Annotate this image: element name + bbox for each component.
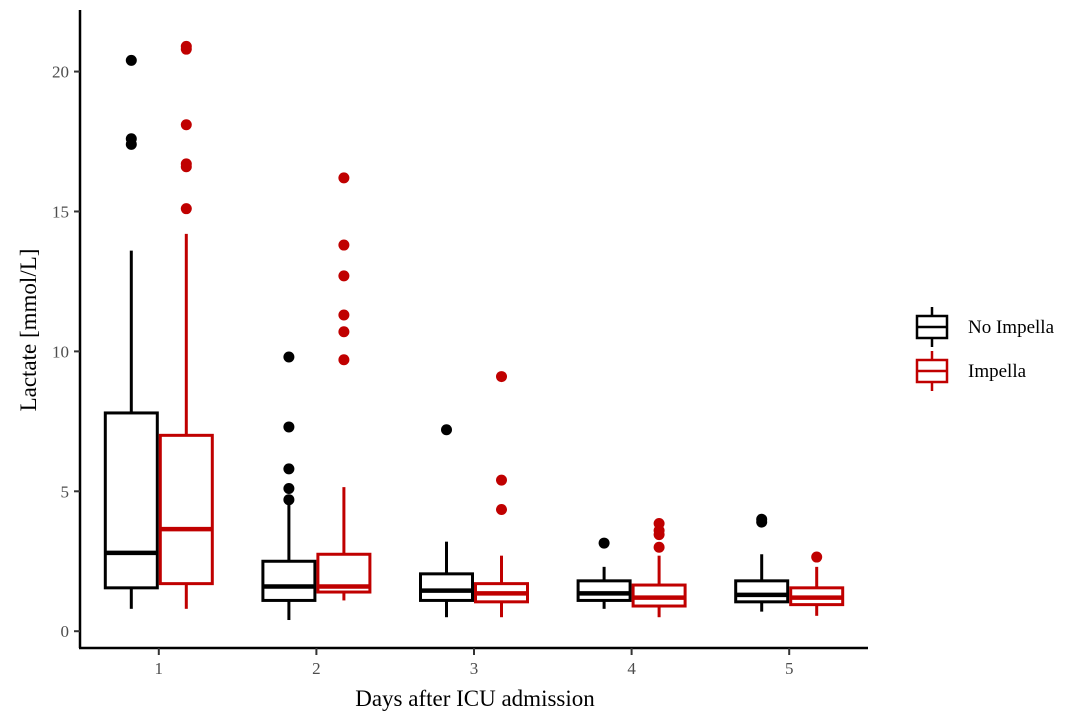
outlier-point (653, 517, 665, 529)
outlier-point (441, 424, 452, 436)
x-axis-title: Days after ICU admission (355, 686, 595, 711)
box-group-impella (158, 40, 214, 609)
outlier-point (180, 119, 192, 131)
x-tick-label: 4 (627, 659, 636, 678)
outlier-point (180, 40, 192, 52)
outlier-point (496, 503, 507, 515)
outlier-point (653, 541, 665, 553)
y-axis-ticks: 0 5 10 15 20 (52, 63, 80, 641)
box-iqr (419, 572, 474, 602)
outlier-point (756, 513, 768, 525)
box-iqr (158, 433, 214, 586)
box-group-no-impella (576, 537, 632, 609)
outlier-point (283, 463, 295, 475)
outlier-point (125, 133, 137, 145)
legend-item-no-impella: No Impella (915, 307, 1055, 347)
plot-area (103, 40, 845, 621)
box-group-impella (316, 172, 372, 601)
x-tick-label: 1 (155, 659, 164, 678)
outlier-point (338, 309, 350, 321)
y-tick-label: 15 (52, 202, 69, 221)
y-axis-title: Lactate [mmol/L] (16, 249, 41, 412)
box-group-no-impella (734, 513, 790, 612)
outlier-point (598, 537, 610, 549)
box-group-impella (474, 371, 529, 618)
legend: No Impella Impella (915, 307, 1055, 391)
y-tick-label: 10 (52, 342, 69, 361)
box-iqr (261, 559, 317, 602)
outlier-point (180, 203, 192, 215)
outlier-point (283, 421, 295, 433)
legend-label: No Impella (968, 317, 1055, 338)
x-axis-ticks: 1 2 3 4 5 (155, 648, 794, 678)
box-group-no-impella (261, 351, 317, 621)
outlier-point (496, 371, 507, 383)
box-group-no-impella (103, 54, 159, 609)
outlier-point (180, 158, 192, 170)
outlier-point (283, 494, 295, 506)
box-iqr (576, 579, 632, 602)
x-tick-label: 3 (470, 659, 479, 678)
outlier-point (338, 239, 350, 251)
outlier-point (338, 354, 350, 366)
y-tick-label: 0 (61, 622, 70, 641)
outlier-point (283, 483, 295, 494)
legend-item-impella: Impella (915, 351, 1027, 391)
outlier-point (125, 54, 137, 66)
outlier-point (811, 551, 823, 563)
outlier-point (283, 351, 295, 363)
outlier-point (496, 474, 507, 486)
box-iqr (103, 411, 159, 590)
y-tick-label: 20 (52, 63, 69, 82)
outlier-point (338, 270, 350, 282)
outlier-point (338, 326, 350, 338)
box-group-impella (631, 517, 687, 618)
legend-label: Impella (968, 361, 1027, 382)
box-group-impella (789, 551, 845, 616)
outlier-point (338, 172, 350, 184)
x-tick-label: 5 (785, 659, 794, 678)
box-iqr (734, 579, 790, 604)
box-group-no-impella (419, 424, 474, 618)
y-tick-label: 5 (61, 482, 70, 501)
x-tick-label: 2 (312, 659, 321, 678)
